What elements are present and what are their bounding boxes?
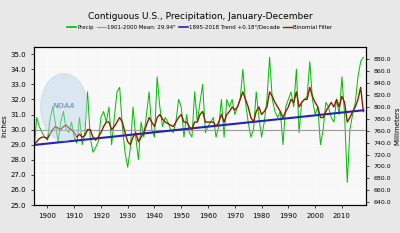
- Y-axis label: Inches: Inches: [2, 114, 8, 137]
- Circle shape: [41, 74, 88, 141]
- Legend: Precip, 1901-2000 Mean: 29.94", 1895-2018 Trend +0.18"/Decade, Binomial Filter: Precip, 1901-2000 Mean: 29.94", 1895-201…: [65, 23, 335, 32]
- Y-axis label: Millimeters: Millimeters: [394, 106, 400, 145]
- Text: Contiguous U.S., Precipitation, January-December: Contiguous U.S., Precipitation, January-…: [88, 12, 312, 21]
- Text: NOAA: NOAA: [53, 103, 75, 109]
